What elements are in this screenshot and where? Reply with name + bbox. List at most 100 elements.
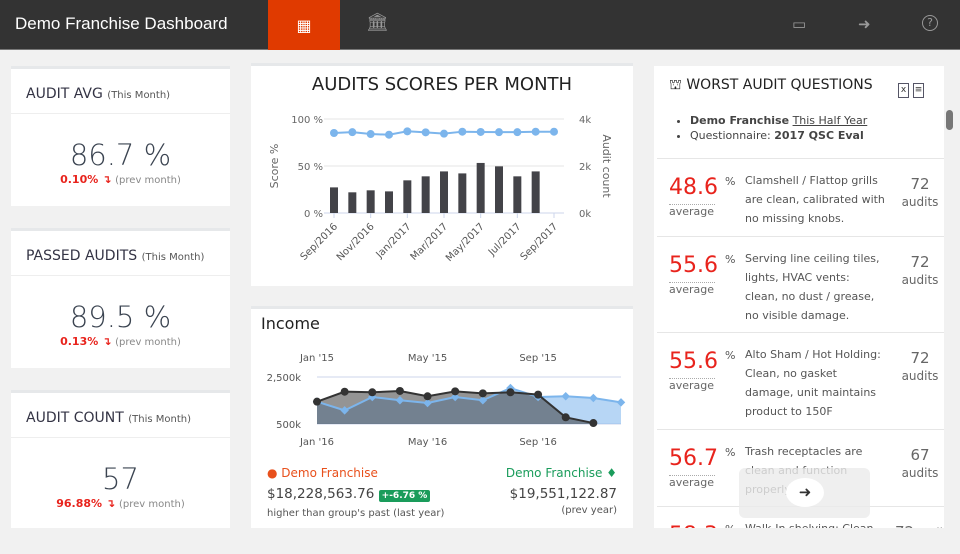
dashboard-tab[interactable]: ▦ (268, 0, 340, 50)
kpi-card: AUDIT COUNT (This Month) 57 96.88% ↴ (pr… (11, 390, 230, 528)
series-1-point (589, 419, 598, 428)
y-tick-label: 2,500k (267, 373, 302, 384)
income-left-note: higher than group's past (last year) (267, 508, 445, 519)
y2-tick-label: 4k (579, 115, 591, 126)
next-arrow-button[interactable]: ➜ (786, 478, 824, 507)
bar (366, 190, 375, 213)
score-point (403, 127, 412, 136)
income-right-note: (prev year) (561, 505, 617, 516)
user-secret-icon: ⛫ (669, 77, 682, 93)
score-point (513, 128, 522, 137)
bottom-axis-label: May '16 (408, 437, 447, 448)
series-1-point (534, 390, 543, 399)
series-1-point (395, 386, 404, 395)
series-1-point (561, 413, 570, 422)
kpi-change: 96.88% ↴ (prev month) (56, 497, 185, 510)
y-tick-label: 0 % (304, 209, 323, 220)
document-export-icon[interactable]: ≡ (913, 83, 924, 98)
sign-out-icon[interactable]: ➜ (858, 15, 871, 33)
kpi-title: AUDIT AVG (This Month) (11, 69, 230, 114)
period-link[interactable]: This Half Year (792, 114, 868, 127)
question-row[interactable]: 55.6 % average Alto Sham / Hot Holding: … (657, 332, 944, 429)
down-arrow-icon: ↴ (102, 173, 112, 186)
question-row[interactable]: 55.6 % average Serving line ceiling tile… (657, 236, 944, 332)
series-1-point (478, 389, 487, 398)
income-left-value: $18,228,563.76 +-6.76 % (267, 486, 431, 502)
kpi-title: PASSED AUDITS (This Month) (11, 231, 230, 276)
kpi-card: PASSED AUDITS (This Month) 89.5 % 0.13% … (11, 228, 230, 368)
excel-export-icon[interactable]: x (898, 83, 909, 98)
score-point (366, 130, 375, 139)
question-text: Walk-In shelving: Clean (745, 519, 885, 528)
y2-tick-label: 2k (579, 162, 591, 173)
app-title: Demo Franchise Dashboard (15, 14, 228, 33)
score-point (458, 127, 467, 136)
average-label: average (669, 475, 715, 489)
top-axis-label: Jan '15 (299, 353, 334, 364)
audit-count: 67 audits (901, 446, 939, 480)
score-point (550, 127, 558, 136)
bar (531, 171, 540, 213)
question-text: Clamshell / Flattop grills are clean, ca… (745, 174, 885, 225)
score-point (385, 130, 393, 139)
audit-scores-chart: 0 % 0k 50 % 2k 100 % 4k Score % Audit count Sep/… (268, 115, 613, 264)
y-tick-label: 100 % (291, 115, 323, 126)
bank-icon[interactable]: 🏛 (366, 12, 389, 33)
y2-axis-title: Audit count (600, 134, 613, 198)
series-2-point (423, 398, 432, 408)
chart-title: AUDITS SCORES PER MONTH (311, 74, 573, 95)
score-point (440, 129, 448, 138)
income-chart: 2,500k 500k Jan '15 May '15 Sep '15 Jan '16 Ma… (267, 353, 626, 448)
legend-left: ● Demo Franchise (267, 466, 378, 480)
scrollbar-thumb[interactable] (946, 110, 953, 130)
bar (385, 191, 393, 213)
question-text: Alto Sham / Hot Holding: Clean, no gaske… (745, 348, 881, 418)
question-text: Serving line ceiling tiles, lights, HVAC… (745, 252, 880, 322)
x-tick-label: Sep/2017 (519, 221, 560, 262)
question-row[interactable]: 48.6 % average Clamshell / Flattop grill… (657, 158, 944, 236)
income-card: Income 2,500k 500k Jan '15 May '15 Sep '15 Ja… (251, 306, 633, 528)
score-point (348, 128, 357, 137)
x-tick-label: Sep/2016 (299, 221, 340, 262)
top-axis-label: Sep '15 (519, 353, 557, 364)
grid-icon: ▦ (296, 15, 312, 35)
income-title: Income (261, 314, 320, 333)
kpi-card: AUDIT AVG (This Month) 86.7 % 0.10% ↴ (p… (11, 66, 230, 206)
series-1-point (313, 397, 321, 406)
bar (403, 180, 412, 213)
change-badge: +-6.76 % (378, 490, 431, 502)
bar (513, 176, 522, 213)
down-arrow-icon: ↴ (105, 497, 116, 510)
question-score: 58.3 % (669, 523, 735, 528)
x-tick-label: Jul/2017 (486, 221, 523, 258)
average-label: average (669, 378, 715, 392)
help-icon[interactable]: ? (922, 15, 938, 31)
kpi-title: AUDIT COUNT (This Month) (11, 393, 230, 438)
y-tick-label: 500k (276, 420, 301, 431)
series-1-point (368, 388, 377, 397)
worst-filters: Demo Franchise This Half Year Questionna… (690, 113, 867, 143)
kpi-value: 86.7 % (69, 138, 172, 172)
series-2-point (561, 392, 570, 401)
kpi-change: 0.13% ↴ (prev month) (60, 335, 181, 348)
score-point (531, 127, 540, 136)
average-label: average (669, 282, 715, 296)
score-point (330, 129, 338, 138)
audit-scores-chart-card: AUDITS SCORES PER MONTH 0 % 0k 50 % 2k 100 %… (251, 63, 633, 286)
worst-audit-questions-card: ⛫ WORST AUDIT QUESTIONS x ≡ Demo Franchi… (654, 66, 944, 528)
x-tick-label: May/2017 (444, 221, 487, 264)
top-axis-label: May '15 (408, 353, 447, 364)
down-arrow-icon: ↴ (102, 335, 112, 348)
worst-title: ⛫ WORST AUDIT QUESTIONS (669, 77, 873, 93)
bar (348, 192, 357, 213)
legend-left-name: Demo Franchise (281, 466, 378, 480)
x-tick-label: Nov/2016 (335, 221, 377, 263)
score-point (495, 128, 503, 137)
y-axis-title: Score % (268, 144, 281, 189)
question-score: 48.6 % (669, 175, 736, 200)
bar (330, 187, 338, 213)
bar (440, 171, 448, 213)
monitor-icon[interactable]: ▭ (792, 15, 807, 33)
